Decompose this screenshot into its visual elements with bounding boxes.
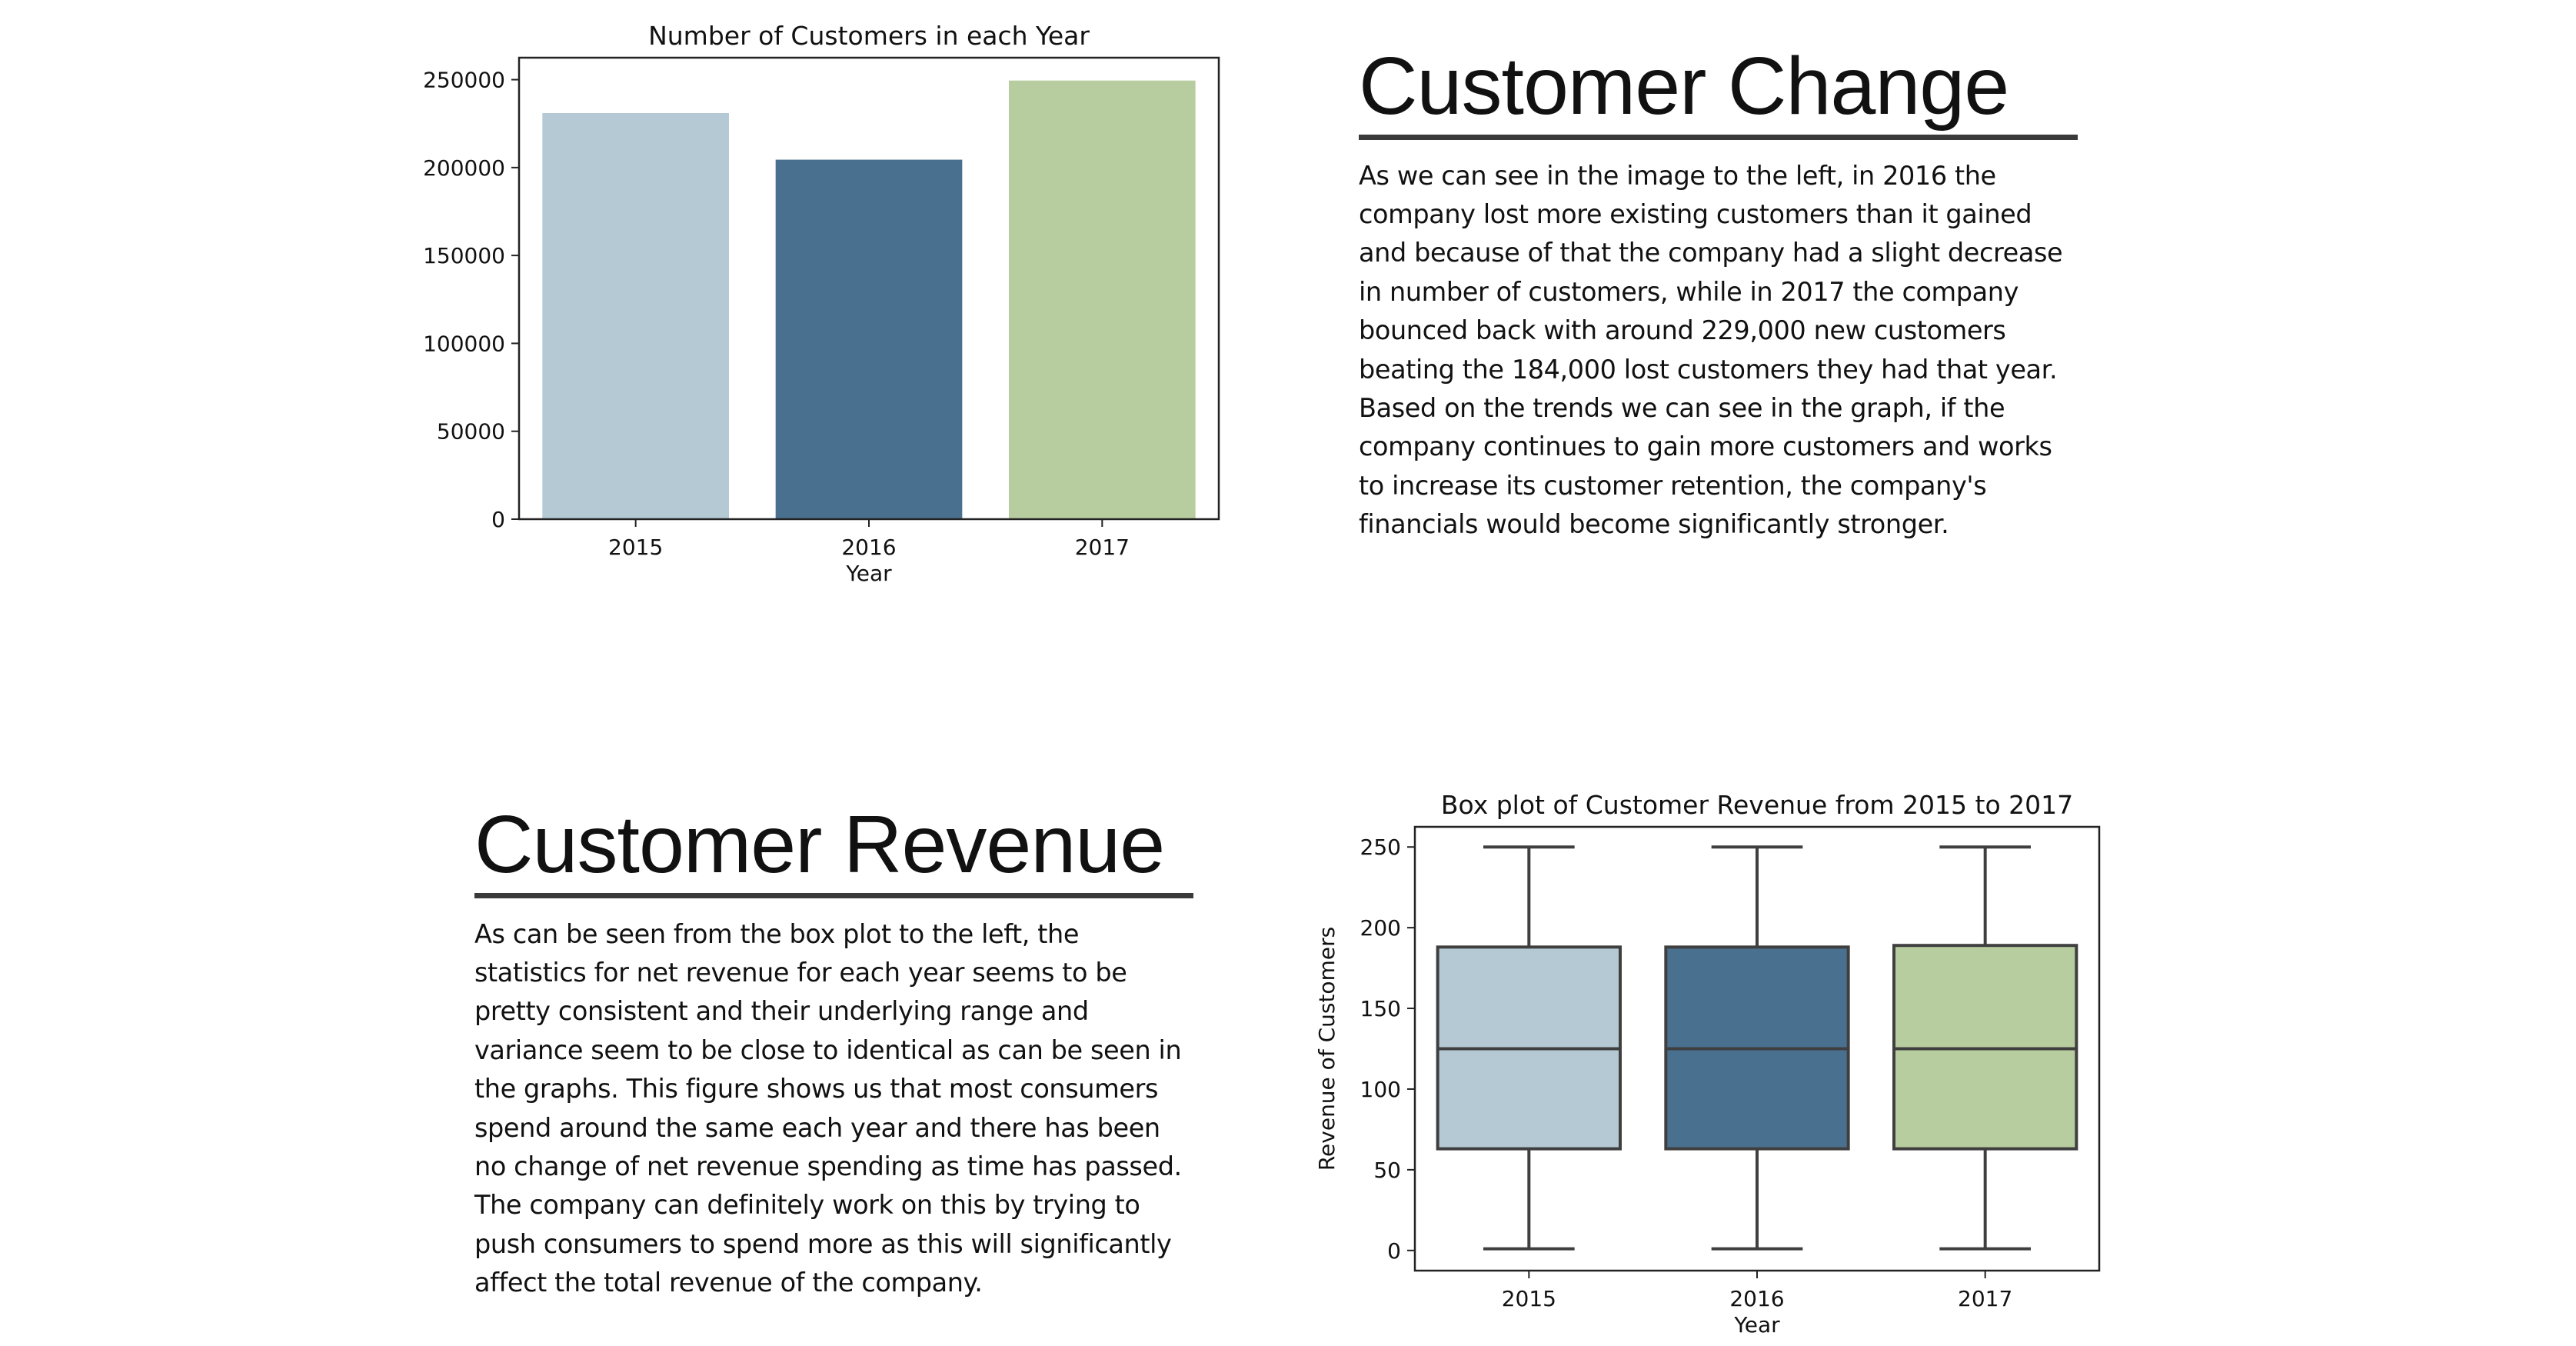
customer-change-section: Customer Change As we can see in the ima…	[1359, 42, 2078, 545]
bar-chart-title: Number of Customers in each Year	[648, 21, 1090, 51]
customer-revenue-text: As can be seen from the box plot to the …	[474, 918, 1182, 1298]
customers-bar-chart: Number of Customers in each Year 0 50000 10…	[423, 21, 1220, 586]
box-y-tick-label: 50	[1373, 1158, 1401, 1183]
box-plot-title: Box plot of Customer Revenue from 2015 t…	[1441, 790, 2073, 820]
customer-revenue-section: Customer Revenue As can be seen from the…	[474, 800, 1193, 1303]
box-x-tick-label: 2017	[1958, 1286, 2012, 1311]
box-y-axis-label: Revenue of Customers	[1314, 927, 1340, 1171]
bar-2015	[542, 113, 729, 519]
bar-y-tick-label: 100000	[423, 331, 505, 356]
bar-y-tick-label: 200000	[423, 155, 505, 181]
box-x-tick-label: 2016	[1729, 1286, 1784, 1311]
revenue-box-plot: Box plot of Customer Revenue from 2015 t…	[1314, 790, 2101, 1338]
box-y-tick-label: 0	[1387, 1238, 1401, 1264]
customer-change-heading: Customer Change	[1359, 41, 2009, 132]
box-y-tick-label: 100	[1360, 1077, 1401, 1102]
box-x-axis-label: Year	[1733, 1312, 1780, 1338]
bar-2016	[775, 159, 963, 520]
bar-2017	[1009, 80, 1196, 519]
bar-x-tick-label: 2017	[1075, 535, 1130, 560]
bar-y-tick-label: 0	[491, 507, 505, 532]
box-x-tick-label: 2015	[1502, 1286, 1556, 1311]
box-iqr-2017	[1892, 944, 2078, 1151]
bar-x-tick-label: 2015	[608, 535, 663, 560]
bar-y-tick-label: 50000	[437, 419, 505, 445]
bar-x-axis-label: Year	[845, 561, 892, 586]
box-y-tick-label: 250	[1360, 835, 1401, 860]
customer-change-underline	[1359, 134, 2078, 140]
box-y-tick-label: 150	[1360, 996, 1401, 1021]
customer-revenue-heading: Customer Revenue	[474, 799, 1165, 890]
customer-revenue-underline	[474, 892, 1193, 898]
bar-y-tick-label: 150000	[423, 243, 505, 268]
customer-change-text: As we can see in the image to the left, …	[1359, 160, 2063, 540]
box-y-tick-label: 200	[1360, 915, 1401, 941]
bar-y-tick-label: 250000	[423, 68, 505, 93]
bar-x-tick-label: 2016	[841, 535, 896, 560]
